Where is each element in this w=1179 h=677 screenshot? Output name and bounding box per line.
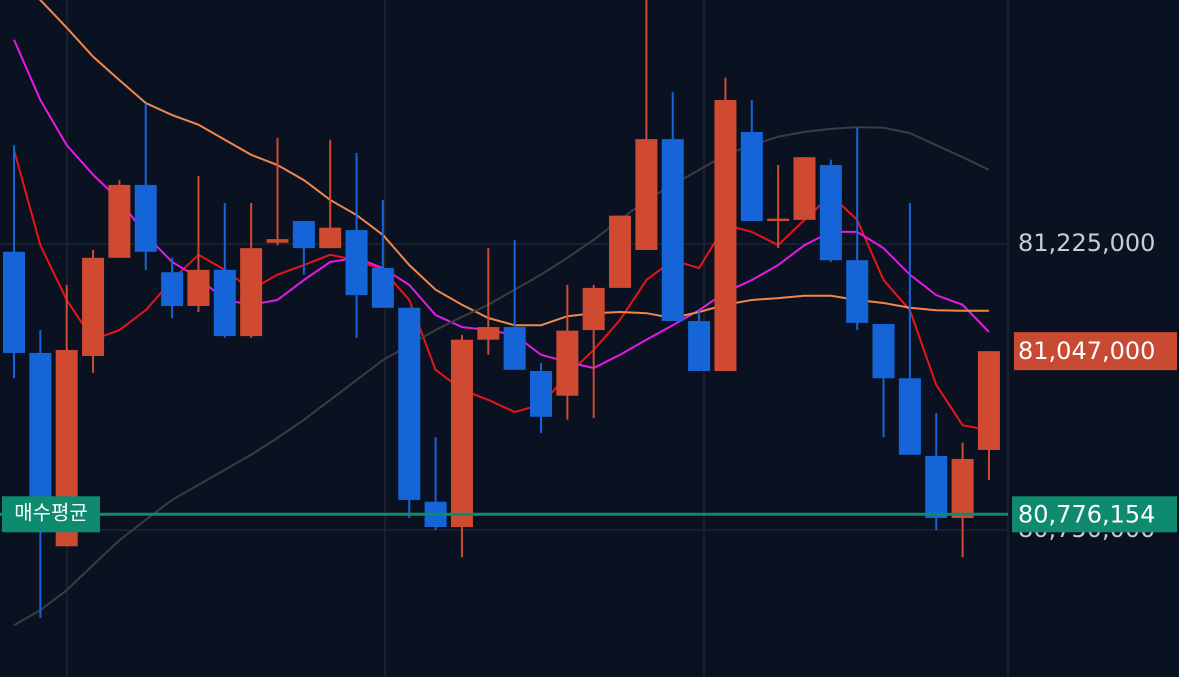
candle-body — [846, 260, 869, 323]
candle-body — [3, 251, 25, 353]
price-labels: 81,225,00080,750,000매수평균80,776,15481,047… — [0, 229, 1177, 543]
average-buy-price: 80,776,154 — [1018, 500, 1155, 528]
candle-body — [872, 324, 895, 379]
candle-body — [398, 307, 421, 500]
candle-body — [82, 257, 105, 356]
candle-body — [108, 184, 131, 258]
average-buy-price-tag — [1012, 496, 1177, 533]
candle-body — [213, 269, 236, 337]
average-buy-name: 매수평균 — [14, 502, 88, 525]
moving-average-line — [13, 126, 990, 627]
current-price-tag — [1014, 332, 1177, 371]
candle-body — [371, 268, 394, 308]
candle-body — [161, 272, 184, 306]
candle-body — [793, 157, 816, 220]
candle-body — [977, 351, 1000, 450]
candle-body — [134, 184, 157, 252]
candle-body — [688, 321, 711, 372]
current-price: 81,047,000 — [1018, 337, 1155, 365]
candle-body — [503, 327, 526, 370]
moving-average-line — [38, 0, 989, 327]
candle-body — [925, 455, 948, 518]
candle-body — [292, 221, 315, 249]
y-tick-label: 81,225,000 — [1018, 229, 1155, 257]
candle-body — [740, 131, 763, 222]
candle-body — [345, 230, 368, 296]
candle-body — [714, 99, 737, 372]
candle-body — [635, 139, 658, 250]
candle-body — [530, 371, 552, 417]
candle-body — [266, 239, 289, 243]
candle-body — [609, 215, 632, 288]
candle-body — [951, 458, 974, 518]
candle-body — [240, 248, 263, 337]
candle-body — [450, 339, 473, 528]
candle-body — [661, 139, 684, 322]
candle-body — [898, 378, 921, 455]
candle-body — [819, 165, 842, 261]
candle-body — [187, 269, 210, 306]
candle-body — [767, 218, 790, 222]
candle-body — [477, 327, 500, 340]
candle-body — [556, 330, 579, 396]
average-buy-tag — [2, 496, 100, 533]
candle-body — [29, 352, 52, 500]
candle-body — [582, 287, 605, 331]
candle-body — [319, 227, 342, 249]
